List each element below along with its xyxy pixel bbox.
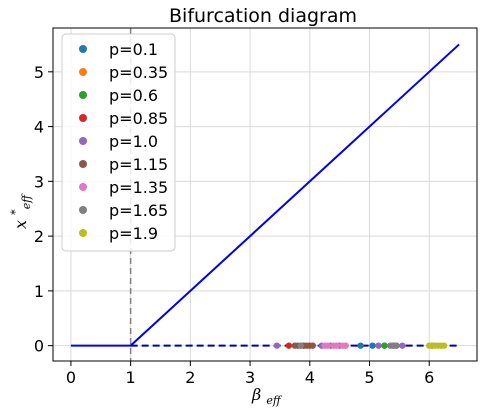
x-tick-label: 4 bbox=[305, 368, 315, 387]
legend-marker bbox=[79, 45, 87, 53]
x-tick-label: 1 bbox=[126, 368, 136, 387]
data-point bbox=[393, 342, 400, 349]
legend-marker bbox=[79, 68, 87, 76]
y-axis-label-superscript: * bbox=[9, 209, 22, 215]
x-tick-label: 2 bbox=[185, 368, 195, 387]
legend-label: p=0.85 bbox=[109, 109, 168, 128]
data-points bbox=[273, 342, 448, 349]
y-axis-label-main: x bbox=[11, 220, 30, 229]
chart-title: Bifurcation diagram bbox=[169, 5, 357, 27]
data-point bbox=[297, 342, 305, 349]
legend-marker bbox=[79, 160, 87, 168]
stable-branch-line bbox=[129, 43, 460, 347]
plot-frame bbox=[52, 27, 478, 362]
data-point bbox=[387, 342, 394, 349]
y-axis-label-subscript: eff bbox=[20, 193, 33, 210]
data-point bbox=[333, 342, 340, 349]
data-point bbox=[342, 342, 349, 349]
y-tick-label: 0 bbox=[34, 337, 44, 356]
data-point bbox=[285, 342, 293, 349]
legend: p=0.1 p=0.35 p=0.6 p=0.85 p=1.0 p=1.15 p=1.35 p… bbox=[61, 33, 176, 252]
y-axis-label-group: x * eff bbox=[4, 193, 33, 229]
y-tick-label: 4 bbox=[34, 118, 44, 137]
x-axis-label-subscript: eff bbox=[266, 394, 283, 407]
legend-label: p=0.6 bbox=[109, 86, 158, 105]
legend-marker bbox=[79, 229, 87, 237]
legend-marker bbox=[79, 91, 87, 99]
legend-label: p=1.15 bbox=[109, 155, 168, 174]
y-tick-label: 3 bbox=[34, 172, 44, 191]
legend-label: p=1.0 bbox=[109, 132, 158, 151]
legend-label: p=0.1 bbox=[109, 40, 158, 59]
data-point bbox=[381, 342, 388, 349]
x-tick-label: 5 bbox=[364, 368, 374, 387]
data-point bbox=[369, 342, 376, 349]
data-point bbox=[440, 342, 448, 349]
data-point bbox=[324, 342, 331, 349]
y-axis-label: x * eff bbox=[4, 193, 33, 229]
legend-marker bbox=[79, 183, 87, 191]
x-tick-label: 6 bbox=[424, 368, 434, 387]
x-tick-label: 3 bbox=[245, 368, 255, 387]
y-tick-label: 5 bbox=[34, 63, 44, 82]
data-point bbox=[273, 342, 281, 349]
axis-ticks: 0 1 2 3 4 5 6 0 1 2 3 4 5 bbox=[34, 63, 435, 387]
x-axis-label: β eff bbox=[251, 385, 283, 407]
data-point bbox=[303, 342, 311, 349]
x-axis-label-main: β bbox=[251, 385, 261, 404]
legend-label: p=0.35 bbox=[109, 63, 168, 82]
legend-marker bbox=[79, 114, 87, 122]
y-tick-label: 1 bbox=[34, 282, 44, 301]
legend-label: p=1.35 bbox=[109, 178, 168, 197]
data-point bbox=[375, 342, 382, 349]
data-point bbox=[399, 342, 406, 349]
data-point bbox=[357, 342, 364, 349]
legend-label: p=1.9 bbox=[109, 224, 158, 243]
y-tick-label: 2 bbox=[34, 227, 44, 246]
x-tick-label: 0 bbox=[66, 368, 76, 387]
legend-marker bbox=[79, 137, 87, 145]
legend-box bbox=[61, 33, 176, 252]
legend-label: p=1.65 bbox=[109, 201, 168, 220]
data-point bbox=[309, 342, 316, 349]
legend-marker bbox=[79, 206, 87, 214]
